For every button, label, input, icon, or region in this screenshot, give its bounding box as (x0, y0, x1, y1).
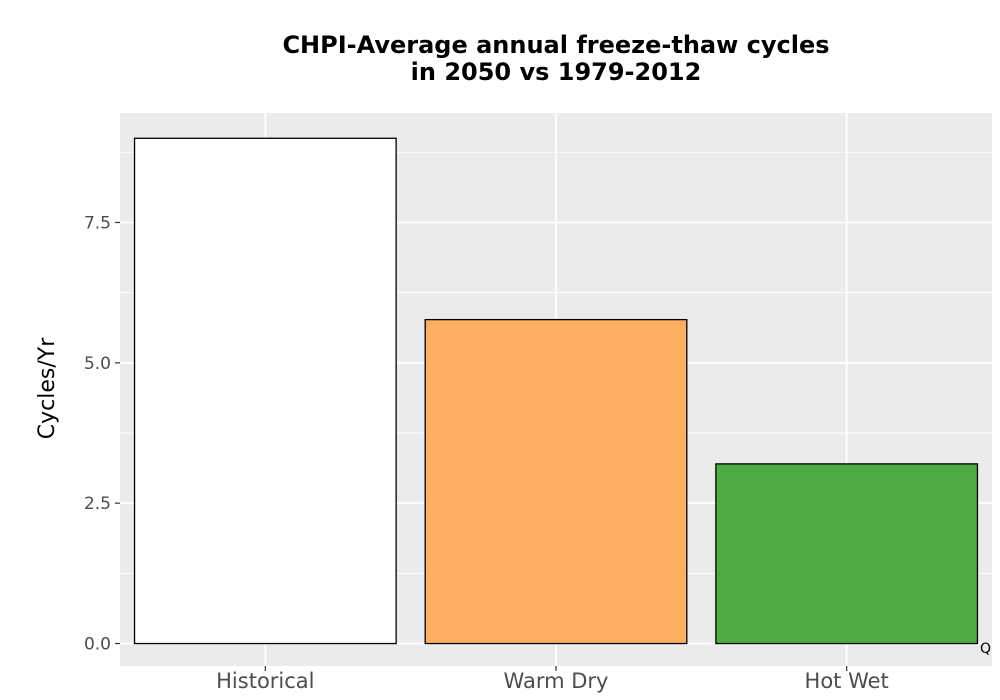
y-tick-label: 7.5 (84, 213, 111, 233)
x-axis: Historical Warm Dry Hot Wet (216, 666, 889, 693)
y-tick-label: 2.5 (84, 494, 111, 514)
bar-historical (133, 137, 397, 645)
bars (133, 137, 979, 645)
y-tick-label: 0.0 (84, 635, 111, 655)
x-tick-label: Historical (216, 669, 314, 693)
x-tick-label: Warm Dry (504, 669, 609, 693)
x-tick-label: Hot Wet (805, 669, 889, 693)
bar-warm-dry (424, 318, 688, 645)
chart-title-line-1: CHPI-Average annual freeze-thaw cycles (282, 31, 830, 59)
bar-hot-wet (715, 463, 979, 645)
chart-title-line-2: in 2050 vs 1979-2012 (410, 58, 702, 86)
corner-note: Q (980, 641, 991, 657)
y-axis: 0.0 2.5 5.0 7.5 (84, 213, 120, 655)
y-tick-label: 5.0 (84, 354, 111, 374)
y-axis-title: Cycles/Yr (35, 337, 60, 439)
